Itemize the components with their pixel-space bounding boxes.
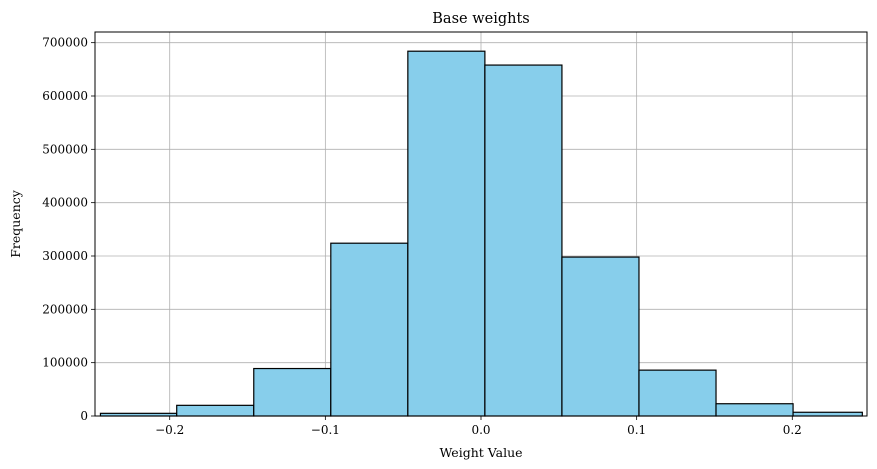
y-tick-label: 300000 — [42, 249, 88, 263]
histogram-bar — [484, 64, 563, 417]
x-tick-label: 0.1 — [627, 423, 646, 437]
y-tick-label: 500000 — [42, 142, 88, 156]
histogram-bar — [638, 369, 717, 417]
histogram-bar — [253, 367, 332, 417]
histogram-bar — [715, 403, 794, 417]
histogram-bar — [330, 242, 409, 417]
y-tick-label: 200000 — [42, 302, 88, 316]
y-axis-label: Frequency — [8, 189, 23, 258]
x-tick-label: −0.1 — [311, 423, 340, 437]
histogram-bar — [561, 256, 640, 417]
histogram-bar — [792, 411, 863, 417]
histogram-bar — [407, 50, 486, 417]
x-axis-ticks: −0.2 −0.1 0.0 0.1 0.2 — [155, 416, 802, 437]
x-axis-label: Weight Value — [439, 445, 522, 460]
x-tick-label: 0.2 — [783, 423, 802, 437]
y-axis-ticks: 0 100000 200000 300000 400000 500000 600000 700… — [42, 36, 95, 423]
y-tick-label: 400000 — [42, 196, 88, 210]
y-tick-label: 700000 — [42, 36, 88, 50]
histogram-bars — [99, 50, 863, 417]
chart-title: Base weights — [432, 11, 529, 27]
y-tick-label: 0 — [80, 409, 88, 423]
y-tick-label: 600000 — [42, 89, 88, 103]
y-tick-label: 100000 — [42, 356, 88, 370]
histogram-bar — [176, 404, 255, 417]
x-tick-label: −0.2 — [155, 423, 184, 437]
x-tick-label: 0.0 — [471, 423, 490, 437]
